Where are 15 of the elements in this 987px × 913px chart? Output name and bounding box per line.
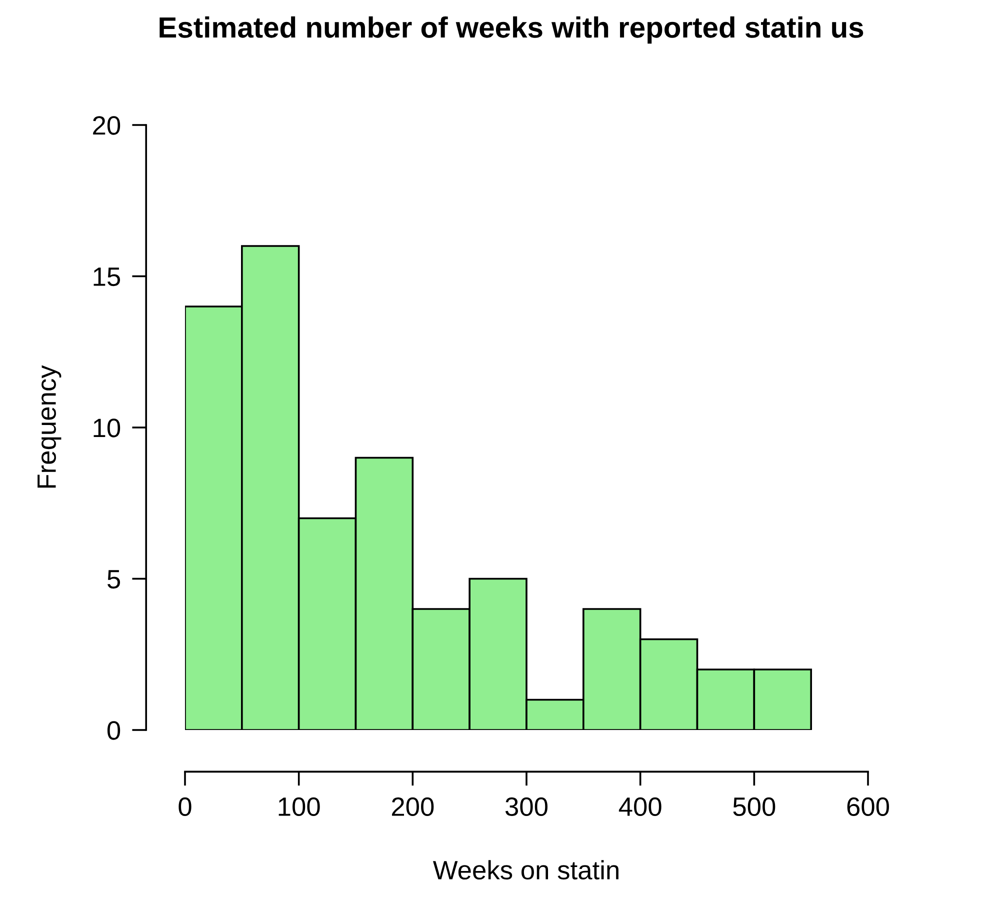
x-tick-label: 400 bbox=[618, 797, 662, 816]
y-axis-title: Frequency bbox=[38, 365, 62, 488]
x-tick-label: 500 bbox=[733, 797, 776, 816]
x-tick-label: 600 bbox=[847, 797, 889, 816]
chart-title: Estimated number of weeks with reported statin us bbox=[160, 16, 864, 44]
y-tick-label: 5 bbox=[107, 570, 120, 589]
y-tick-label: 20 bbox=[93, 116, 120, 135]
x-axis-title: Weeks on statin bbox=[432, 860, 618, 880]
y-tick-label: 10 bbox=[94, 418, 120, 438]
x-tick-label: 200 bbox=[392, 797, 434, 816]
x-tick-label: 300 bbox=[505, 797, 548, 816]
y-tick-label: 15 bbox=[94, 268, 120, 286]
x-tick-label: 100 bbox=[278, 797, 320, 816]
x-tick-label: 0 bbox=[178, 797, 192, 816]
y-tick-label: 0 bbox=[107, 721, 120, 740]
